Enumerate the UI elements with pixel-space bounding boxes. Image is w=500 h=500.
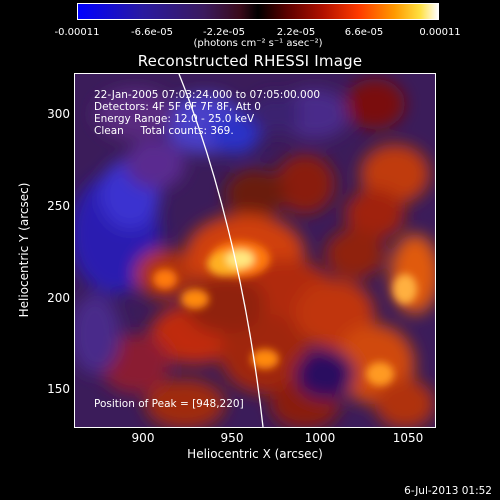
emission-blob [325,229,385,279]
emission-blob [345,189,405,239]
x-tick-label: 900 [131,431,155,445]
x-tick-label: 1050 [392,431,424,445]
emission-blob [125,139,185,189]
rhessi-image-plot [74,73,436,428]
colorbar-tick-label: 6.6e-05 [344,27,384,38]
clean-counts-info: Clean Total counts: 369. [94,125,234,137]
colorbar [77,3,439,20]
x-tick-label: 1000 [304,431,336,445]
y-tick-label: 200 [47,291,70,305]
emission-core-blob [251,349,279,369]
emission-core [153,241,417,386]
emission-core-blob [226,250,254,268]
emission-blob [210,114,260,154]
emission-core-blob [181,289,209,309]
colorbar-tick-label: -2.2e-05 [203,27,245,38]
peak-position-info: Position of Peak = [948,220] [94,398,244,410]
emission-core-blob [393,274,417,304]
colorbar-unit-label: (photons cm⁻² s⁻¹ asec⁻²) [193,38,323,49]
detectors-info: Detectors: 4F 5F 6F 7F 8F, Att 0 [94,101,261,113]
generation-timestamp: 6-Jul-2013 01:52 [404,485,492,497]
emission-core-blob [366,362,394,386]
solar-limb-line [178,74,264,427]
colorbar-tick-label: 0.00011 [419,27,461,38]
x-axis-label: Heliocentric X (arcsec) [187,447,323,461]
emission-blob [295,349,355,399]
emission-blob [225,169,285,219]
y-tick-label: 300 [47,107,70,121]
emission-blob [145,379,225,427]
emission-blob [375,379,435,427]
emission-core-blob [153,269,177,289]
y-tick-label: 250 [47,199,70,213]
image-title: Reconstructed RHESSI Image [137,52,363,70]
emission-blob [75,294,120,374]
emission-blob [250,94,300,134]
emission-blob [95,89,175,139]
emission-blob [275,154,335,214]
x-tick-label: 950 [220,431,244,445]
emission-blob [280,89,350,139]
colorbar-tick-label: 2.2e-05 [276,27,316,38]
emission-blob [345,79,405,129]
energy-range-info: Energy Range: 12.0 - 25.0 keV [94,113,255,125]
colorbar-tick-label: -0.00011 [54,27,100,38]
emission-blob [185,274,265,334]
colorbar-tick-label: -6.6e-05 [131,27,173,38]
y-axis-label: Heliocentric Y (arcsec) [17,182,31,318]
y-tick-label: 150 [47,382,70,396]
emission-blob [360,144,430,204]
rhessi-image-svg [75,74,435,427]
observation-time: 22-Jan-2005 07:03:24.000 to 07:05:00.000 [94,89,321,101]
